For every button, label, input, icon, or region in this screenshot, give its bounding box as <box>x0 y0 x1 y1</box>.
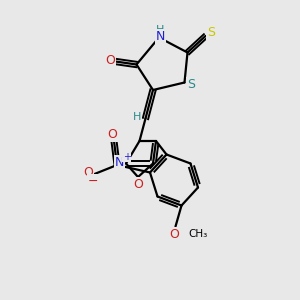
Text: O: O <box>133 178 143 191</box>
Text: O: O <box>105 54 115 67</box>
Text: S: S <box>187 77 195 91</box>
Text: S: S <box>207 26 215 40</box>
Text: H: H <box>156 25 165 35</box>
Text: −: − <box>88 175 98 188</box>
Text: H: H <box>133 112 141 122</box>
Text: +: + <box>123 152 130 162</box>
Text: N: N <box>115 156 124 169</box>
Text: O: O <box>169 227 179 241</box>
Text: CH₃: CH₃ <box>188 229 207 239</box>
Text: N: N <box>156 30 165 43</box>
Text: O: O <box>108 128 117 141</box>
Text: O: O <box>84 166 93 179</box>
